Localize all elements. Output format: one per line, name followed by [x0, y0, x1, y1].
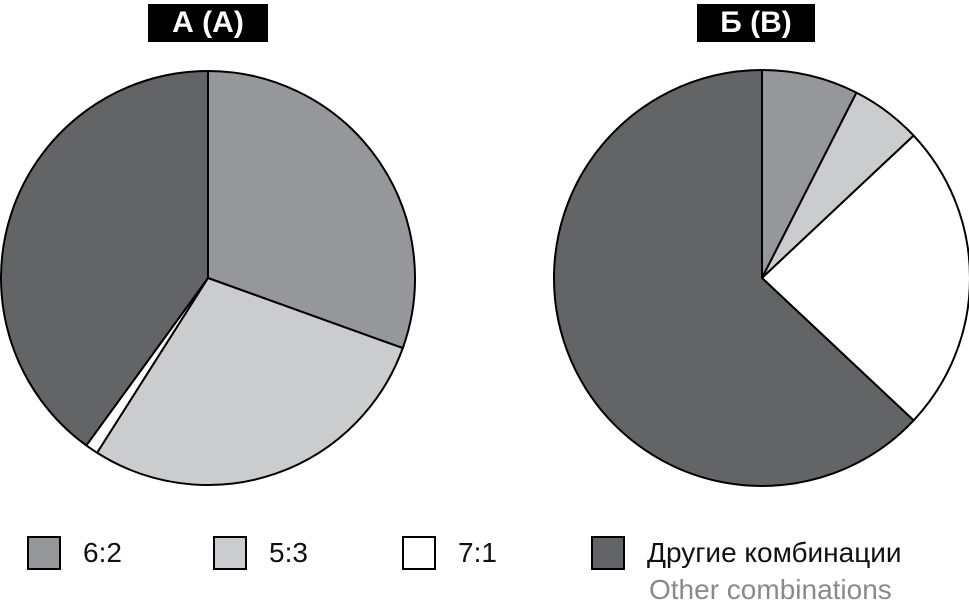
pie-a-slice-6-2 — [207, 70, 416, 350]
legend-label-other: Другие комбинации — [647, 537, 902, 568]
chart-a-title: А (A) — [148, 4, 268, 42]
pie-b-slice-7-1 — [761, 134, 969, 422]
legend-label-6-2: 6:2 — [83, 537, 122, 568]
legend-swatch-5-3 — [213, 536, 247, 570]
legend-label-5-3: 5:3 — [269, 537, 308, 568]
legend-swatch-6-2 — [27, 536, 61, 570]
pie-b-slice-other — [553, 69, 915, 487]
pie-charts — [0, 69, 969, 487]
legend-label-7-1: 7:1 — [458, 537, 497, 568]
pie-a-slice-other — [0, 70, 209, 447]
legend-item-6-2: 6:2 — [27, 533, 122, 573]
legend-item-5-3: 5:3 — [213, 533, 308, 573]
legend-sublabel-other: Other combinations — [649, 574, 892, 605]
legend: 6:2 5:3 7:1 Другие комбинации Other comb… — [0, 533, 969, 613]
pie-b-slice-6-2 — [761, 69, 858, 279]
legend-item-7-1: 7:1 — [402, 533, 497, 573]
legend-swatch-other — [591, 536, 625, 570]
pie-a-slice-5-3 — [96, 277, 404, 486]
chart-b-title: Б (B) — [697, 4, 815, 42]
legend-swatch-7-1 — [402, 536, 436, 570]
legend-item-other: Другие комбинации — [591, 533, 902, 573]
